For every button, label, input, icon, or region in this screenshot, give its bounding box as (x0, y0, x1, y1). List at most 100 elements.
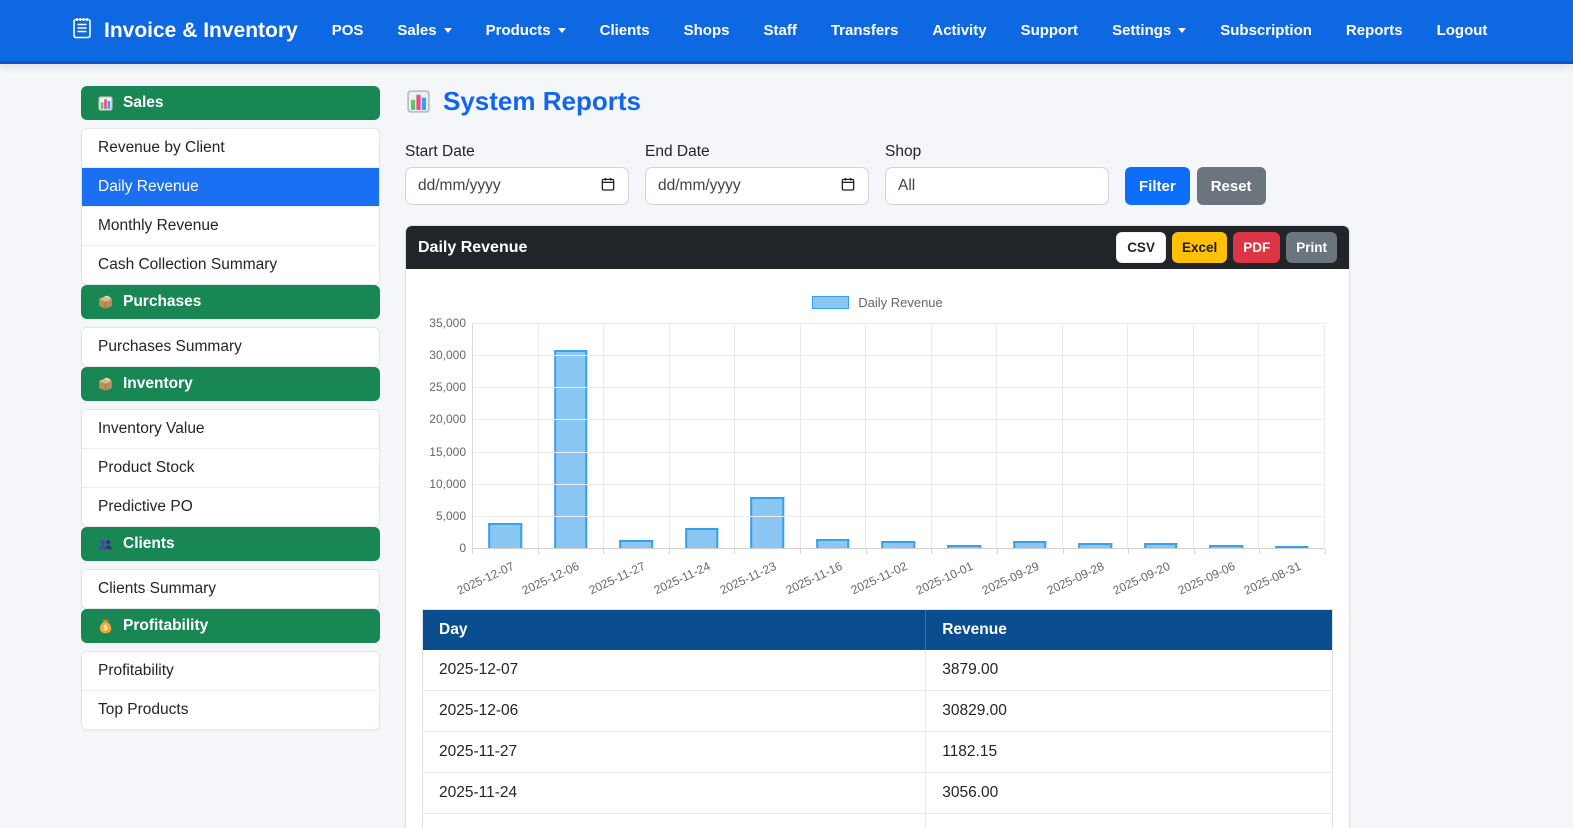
bar-2025-08-31[interactable] (1274, 546, 1309, 548)
start-date-input[interactable]: dd/mm/yyyy (405, 167, 629, 205)
bar-2025-11-16[interactable] (816, 539, 850, 548)
report-card-header: Daily Revenue CSV Excel PDF Print (406, 226, 1349, 269)
x-axis-tick (1062, 549, 1064, 554)
sidebar-item-predictive-po[interactable]: Predictive PO (82, 488, 379, 526)
x-axis-tick (734, 549, 736, 554)
nav-item-label: Settings (1112, 22, 1172, 39)
app-brand[interactable]: Invoice & Inventory (70, 16, 298, 46)
nav-item-shops[interactable]: Shops (684, 22, 730, 39)
filter-button[interactable]: Filter (1125, 167, 1190, 205)
nav-item-label: POS (331, 22, 364, 39)
x-axis-label: 2025-12-06 (520, 559, 582, 598)
table-row: 2025-12-06 30829.00 (422, 690, 1333, 732)
sidebar-item-product-stock[interactable]: Product Stock (82, 449, 379, 488)
nav-item-label: Transfers (830, 22, 899, 39)
nav-item-reports[interactable]: Reports (1346, 22, 1403, 39)
sidebar-item-cash-collection-summary[interactable]: Cash Collection Summary (82, 246, 379, 284)
page-title-text: System Reports (443, 86, 641, 116)
calendar-icon[interactable] (840, 176, 856, 197)
gridline (473, 355, 1325, 357)
cell-day (422, 813, 927, 828)
y-axis-tick: 20,000 (429, 412, 466, 427)
nav-item-activity[interactable]: Activity (932, 22, 986, 39)
export-pdf-button[interactable]: PDF (1233, 232, 1281, 263)
bar-2025-11-23[interactable] (750, 497, 785, 548)
sidebar-section-title: Sales (123, 94, 164, 111)
bar-2025-09-28[interactable] (1078, 542, 1112, 548)
navbar-links: POS Sales Products Clients Shops Staff Transfe… (332, 22, 1488, 39)
sidebar-item-profitability[interactable]: Profitability (82, 652, 379, 691)
sidebar-item-revenue-by-client[interactable]: Revenue by Client (82, 129, 379, 168)
bar-slot (735, 323, 801, 548)
table-row: 2025-11-24 3056.00 (422, 772, 1333, 814)
nav-item-pos[interactable]: POS (332, 22, 364, 39)
package-icon (97, 376, 114, 393)
bar-2025-11-24[interactable] (685, 528, 719, 548)
svg-text:$: $ (103, 623, 108, 632)
nav-item-logout[interactable]: Logout (1437, 22, 1488, 39)
x-axis-tick (472, 549, 473, 554)
nav-item-sales[interactable]: Sales (397, 22, 452, 39)
nav-item-settings[interactable]: Settings (1112, 22, 1187, 39)
legend-label: Daily Revenue (858, 294, 943, 310)
nav-item-transfers[interactable]: Transfers (831, 22, 899, 39)
bar-2025-12-06[interactable] (554, 349, 588, 548)
export-buttons: CSV Excel PDF Print (1116, 232, 1337, 263)
bar-2025-11-27[interactable] (619, 540, 654, 548)
shop-select[interactable]: All (885, 167, 1109, 205)
calendar-icon[interactable] (600, 176, 616, 197)
bar-slot (539, 323, 605, 548)
reset-button[interactable]: Reset (1196, 167, 1266, 205)
bar-2025-10-01[interactable] (947, 544, 981, 548)
sidebar-group-inventory: Inventory Value Product Stock Predictive P… (81, 409, 380, 527)
top-navbar: Invoice & Inventory POS Sales Products Clie… (0, 0, 1573, 64)
x-axis-tick (865, 549, 867, 554)
sidebar-item-clients-summary[interactable]: Clients Summary (82, 570, 379, 608)
nav-item-staff[interactable]: Staff (763, 22, 796, 39)
bar-2025-09-20[interactable] (1143, 542, 1178, 548)
legend-swatch (812, 295, 850, 309)
bar-2025-09-29[interactable] (1012, 540, 1047, 548)
sidebar-item-inventory-value[interactable]: Inventory Value (82, 410, 379, 449)
sidebar-section-inventory: Inventory (81, 367, 380, 401)
end-date-input[interactable]: dd/mm/yyyy (645, 167, 869, 205)
cell-revenue: 3879.00 (925, 649, 1333, 691)
y-axis-tick: 35,000 (429, 316, 466, 330)
nav-item-products[interactable]: Products (486, 22, 566, 39)
y-axis-tick: 25,000 (429, 380, 466, 395)
sidebar-section-title: Profitability (123, 617, 209, 634)
filter-buttons: Filter Reset (1125, 167, 1266, 205)
sidebar-section-title: Clients (123, 535, 175, 552)
nav-item-support[interactable]: Support (1021, 22, 1079, 39)
nav-item-label: Support (1020, 22, 1079, 39)
nav-item-subscription[interactable]: Subscription (1220, 22, 1312, 39)
start-date-label: Start Date (405, 143, 475, 160)
cell-day: 2025-12-07 (422, 649, 927, 691)
bar-2025-09-06[interactable] (1209, 545, 1243, 548)
bar-2025-11-02[interactable] (881, 540, 916, 548)
export-csv-button[interactable]: CSV (1116, 232, 1166, 263)
x-axis-label: 2025-09-28 (1044, 559, 1107, 598)
sidebar-item-daily-revenue[interactable]: Daily Revenue (82, 168, 379, 207)
sidebar-item-top-products[interactable]: Top Products (82, 691, 379, 729)
nav-item-clients[interactable]: Clients (600, 22, 650, 39)
export-print-button[interactable]: Print (1286, 232, 1337, 263)
sidebar-group-sales: Revenue by Client Daily Revenue Monthly Re… (81, 128, 380, 285)
cell-revenue: 1182.15 (925, 731, 1333, 773)
shop-label: Shop (885, 143, 922, 160)
table-column-header-revenue: Revenue (925, 609, 1333, 650)
bar-slot (1259, 323, 1325, 548)
x-axis-tick (1325, 549, 1326, 554)
report-card-body: Daily Revenue 0 5,000 10,000 15,000 20,000 25… (406, 269, 1349, 828)
sidebar-item-purchases-summary[interactable]: Purchases Summary (82, 328, 379, 366)
sidebar-group-profitability: Profitability Top Products (81, 651, 380, 730)
start-date-field: Start Date dd/mm/yyyy (405, 143, 629, 205)
export-excel-button[interactable]: Excel (1171, 232, 1228, 263)
filters-bar: Start Date dd/mm/yyyy End Date dd/mm/yyy… (405, 143, 1350, 205)
chart-legend[interactable]: Daily Revenue (422, 293, 1333, 311)
sidebar-section-title: Purchases (123, 293, 202, 310)
cell-day: 2025-11-24 (422, 772, 927, 814)
bar-2025-12-07[interactable] (488, 523, 523, 548)
gridline (473, 451, 1325, 453)
sidebar-item-monthly-revenue[interactable]: Monthly Revenue (82, 207, 379, 246)
